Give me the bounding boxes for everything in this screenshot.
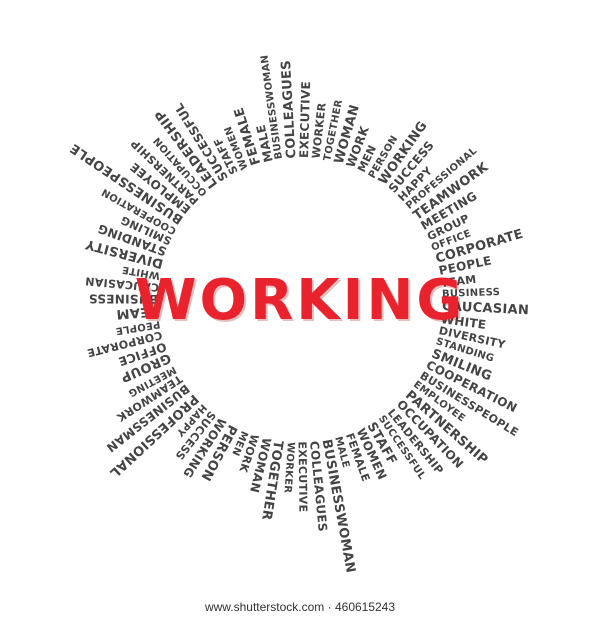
stock-watermark: www.shutterstock.com · 460615243 <box>204 600 396 614</box>
center-word: WORKING <box>134 268 466 333</box>
center-title: WORKING <box>0 268 600 333</box>
ring-word: EXECUTIVE <box>295 441 310 513</box>
watermark-bar <box>0 588 600 620</box>
ring-word: COLLEAGUES <box>279 59 300 159</box>
